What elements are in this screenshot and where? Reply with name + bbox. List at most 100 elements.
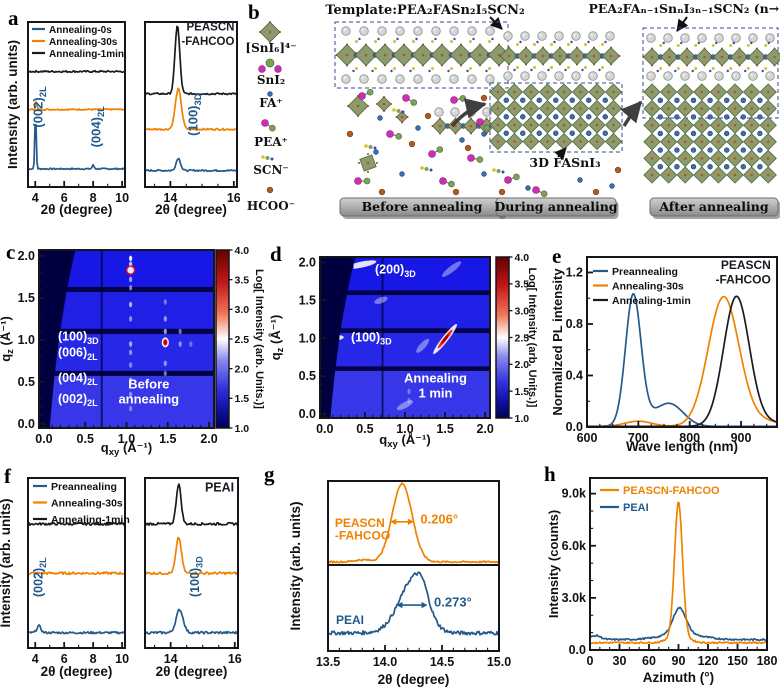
- panel-h: h 0 30 60 90 120 150 180 0.0 3.0k 6.0k 9.0k Intensi…: [536, 458, 780, 689]
- svg-text:(004)2L: (004)2L: [58, 371, 98, 387]
- svg-text:2θ (degree): 2θ (degree): [41, 664, 113, 679]
- svg-text:1.0: 1.0: [118, 432, 135, 446]
- svg-text:2.5: 2.5: [515, 332, 530, 344]
- svg-text:2θ (degree): 2θ (degree): [155, 202, 227, 217]
- panel-b-letter: b: [248, 0, 260, 24]
- svg-text:60: 60: [642, 654, 656, 668]
- svg-text:Intensity (arb. units): Intensity (arb. units): [288, 501, 303, 630]
- svg-text:1.5: 1.5: [18, 291, 35, 305]
- svg-text:PEA₂FAₙ₋₁SnₙI₃ₙ₋₁SCN₂ (n→∞): PEA₂FAₙ₋₁SnₙI₃ₙ₋₁SCN₂ (n→∞): [588, 1, 780, 16]
- svg-text:2θ (degree): 2θ (degree): [378, 672, 450, 687]
- svg-text:2θ (degree): 2θ (degree): [156, 664, 228, 679]
- svg-text:Before: Before: [128, 377, 169, 392]
- svg-text:16: 16: [228, 652, 242, 666]
- svg-text:SCN⁻: SCN⁻: [253, 163, 289, 177]
- svg-text:2.0: 2.0: [18, 249, 35, 263]
- svg-text:15.0: 15.0: [487, 655, 511, 669]
- svg-text:4: 4: [32, 652, 39, 666]
- svg-text:3.0: 3.0: [235, 304, 250, 316]
- svg-text:2.0: 2.0: [476, 422, 493, 436]
- panel-g-letter: g: [264, 462, 275, 486]
- svg-text:14.0: 14.0: [373, 655, 397, 669]
- panel-a-letter: a: [8, 6, 19, 30]
- svg-text:0.8: 0.8: [566, 317, 583, 331]
- svg-text:0.206°: 0.206°: [420, 511, 458, 526]
- panel-a: a Intensity (arb. units) 4 6 8 10 (002)2L (004…: [8, 6, 240, 236]
- svg-text:2.0: 2.0: [235, 363, 250, 375]
- svg-text:4.0: 4.0: [515, 252, 530, 264]
- svg-text:6: 6: [61, 191, 68, 205]
- svg-text:Preannealing: Preannealing: [51, 481, 117, 493]
- svg-text:2.5: 2.5: [235, 334, 250, 346]
- svg-text:2θ (degree): 2θ (degree): [41, 202, 113, 217]
- panel-c-letter: c: [6, 240, 16, 264]
- svg-text:13.5: 13.5: [316, 655, 340, 669]
- svg-text:0.5: 0.5: [356, 422, 373, 436]
- svg-text:0.5: 0.5: [299, 369, 316, 383]
- svg-text:8: 8: [90, 191, 97, 205]
- svg-text:PEAI: PEAI: [205, 481, 234, 495]
- svg-text:Before annealing: Before annealing: [362, 199, 483, 214]
- svg-text:8: 8: [90, 652, 97, 666]
- svg-text:Log[ Intensity (arb. Units.)]: Log[ Intensity (arb. Units.)]: [253, 269, 265, 409]
- svg-text:(004)2L: (004)2L: [89, 106, 107, 148]
- svg-text:Intensity (counts): Intensity (counts): [546, 510, 561, 618]
- svg-text:2.0: 2.0: [200, 432, 217, 446]
- svg-text:Annealing-1min: Annealing-1min: [612, 295, 691, 307]
- svg-text:3.0k: 3.0k: [562, 591, 586, 605]
- svg-text:PEASCN: PEASCN: [721, 258, 771, 272]
- svg-text:1.5: 1.5: [436, 422, 453, 436]
- svg-text:14: 14: [164, 652, 178, 666]
- svg-text:1.0: 1.0: [18, 333, 35, 347]
- svg-text:PEASCN-FAHCOO: PEASCN-FAHCOO: [623, 485, 720, 497]
- svg-text:0.0: 0.0: [35, 432, 52, 446]
- svg-text:0.0: 0.0: [566, 420, 583, 434]
- svg-text:1.5: 1.5: [515, 386, 530, 398]
- svg-text:0.5: 0.5: [77, 432, 94, 446]
- svg-text:-FAHCOO: -FAHCOO: [335, 529, 390, 543]
- svg-text:(100)3D: (100)3D: [185, 93, 203, 136]
- svg-text:Annealing-1min: Annealing-1min: [49, 49, 124, 60]
- svg-text:(200)3D: (200)3D: [375, 263, 416, 279]
- svg-text:HCOO⁻: HCOO⁻: [247, 199, 295, 213]
- svg-text:2.0: 2.0: [515, 359, 530, 371]
- svg-text:10: 10: [115, 191, 129, 205]
- svg-text:1.5: 1.5: [159, 432, 176, 446]
- svg-text:1.5: 1.5: [235, 393, 250, 405]
- svg-text:(002)2L: (002)2L: [30, 86, 48, 128]
- svg-text:qz (Å⁻¹): qz (Å⁻¹): [0, 316, 16, 362]
- svg-text:1.2: 1.2: [566, 265, 583, 279]
- svg-text:3D FASnI₃: 3D FASnI₃: [529, 155, 600, 170]
- svg-text:Intensity (arb. units): Intensity (arb. units): [8, 40, 20, 169]
- svg-text:4: 4: [32, 191, 39, 205]
- svg-text:0.0: 0.0: [569, 643, 586, 657]
- panel-f-chart: Intensity (arb. units) 4 6 8 10 (002)2L 2θ (de…: [0, 458, 260, 689]
- svg-text:SnI₂: SnI₂: [257, 73, 285, 87]
- svg-text:150: 150: [727, 654, 748, 668]
- svg-text:Annealing: Annealing: [404, 370, 467, 385]
- svg-text:120: 120: [698, 654, 719, 668]
- svg-text:0: 0: [587, 654, 594, 668]
- svg-text:PEAI: PEAI: [623, 502, 649, 514]
- svg-text:Log[ Intensity (arb. Units.)]: Log[ Intensity (arb. Units.)]: [526, 268, 538, 408]
- svg-text:900: 900: [731, 431, 752, 445]
- svg-text:10: 10: [115, 652, 129, 666]
- svg-text:(006)2L: (006)2L: [58, 346, 98, 362]
- svg-text:Annealing-30s: Annealing-30s: [49, 37, 118, 48]
- svg-text:-FAHCOO: -FAHCOO: [715, 272, 770, 286]
- svg-text:FA⁺: FA⁺: [259, 96, 282, 110]
- svg-text:PEA⁺: PEA⁺: [254, 135, 288, 149]
- svg-text:4.0: 4.0: [235, 245, 250, 257]
- svg-text:1.0: 1.0: [515, 413, 530, 425]
- svg-text:3.5: 3.5: [235, 274, 250, 286]
- svg-text:16: 16: [227, 191, 240, 205]
- svg-text:-FAHCOO: -FAHCOO: [181, 36, 234, 48]
- svg-text:0.273°: 0.273°: [434, 595, 472, 610]
- svg-text:(002)2L: (002)2L: [58, 392, 98, 408]
- svg-text:3.0: 3.0: [515, 305, 530, 317]
- svg-text:Wave length (nm): Wave length (nm): [626, 439, 738, 454]
- svg-text:700: 700: [628, 431, 649, 445]
- svg-text:0.0: 0.0: [18, 417, 35, 431]
